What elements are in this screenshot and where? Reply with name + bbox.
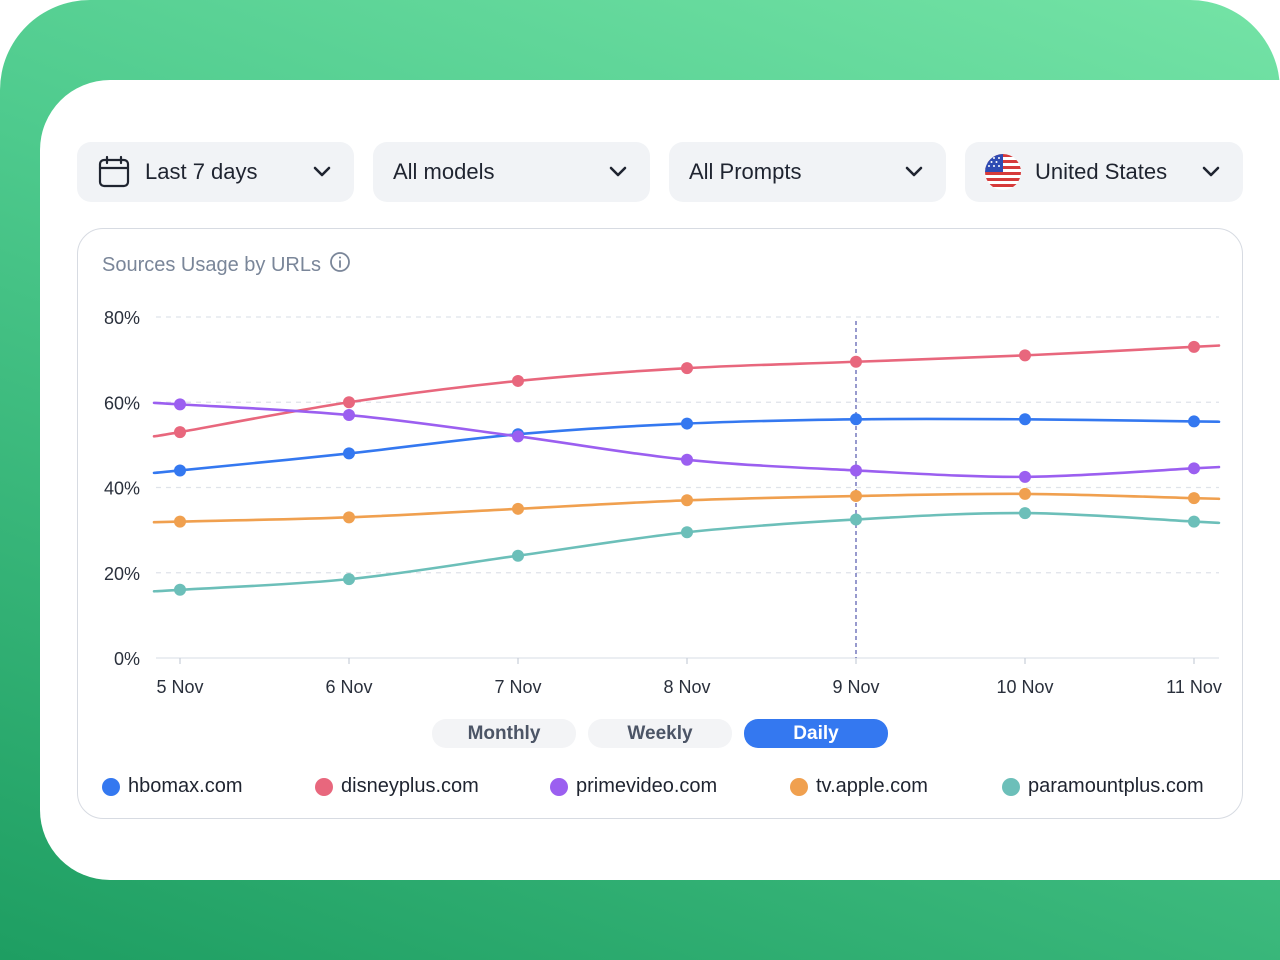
prompts-label: All Prompts xyxy=(689,159,802,184)
data-point-hbomax-com xyxy=(174,464,186,477)
data-point-hbomax-com xyxy=(1019,413,1031,426)
data-point-disneyplus-com xyxy=(343,396,355,409)
legend-label: paramountplus.com xyxy=(1028,775,1204,797)
sources-usage-panel: Sources Usage by URLs 80% 60% 40% 20% 0% 5 No… xyxy=(77,228,1243,819)
data-point-tv-apple-com xyxy=(850,490,862,503)
data-point-disneyplus-com xyxy=(512,374,524,387)
data-point-hbomax-com xyxy=(850,413,862,426)
y-tick-label: 20% xyxy=(104,564,140,584)
y-tick-label: 80% xyxy=(104,308,140,328)
line-chart: 80% 60% 40% 20% 0% 5 Nov 6 Nov 7 Nov 8 Nov 9 Nov 1… xyxy=(104,308,1222,697)
country-label: United States xyxy=(1035,159,1168,184)
data-point-paramountplus-com xyxy=(343,573,355,586)
legend-label: hbomax.com xyxy=(128,775,243,797)
data-point-hbomax-com xyxy=(681,417,693,430)
data-point-primevideo-com xyxy=(850,464,862,477)
x-tick-label: 10 Nov xyxy=(996,677,1053,697)
legend-item[interactable]: hbomax.com xyxy=(102,775,243,798)
legend-item[interactable]: primevideo.com xyxy=(550,775,717,798)
legend-item[interactable]: tv.apple.com xyxy=(790,775,928,798)
data-point-disneyplus-com xyxy=(1188,340,1200,353)
data-point-hbomax-com xyxy=(343,447,355,460)
panel-title-text: Sources Usage by URLs xyxy=(102,253,321,276)
legend-dot xyxy=(550,777,568,796)
chevron-down-icon xyxy=(310,160,334,184)
data-point-primevideo-com xyxy=(174,398,186,411)
chevron-down-icon xyxy=(606,160,630,184)
legend-dot xyxy=(102,777,120,796)
data-point-primevideo-com xyxy=(681,453,693,466)
x-tick-label: 9 Nov xyxy=(832,677,879,697)
data-point-tv-apple-com xyxy=(681,494,693,507)
data-point-disneyplus-com xyxy=(174,426,186,439)
date-range-label: Last 7 days xyxy=(145,159,258,184)
x-tick-label: 8 Nov xyxy=(663,677,710,697)
toggle-weekly[interactable]: Weekly xyxy=(588,719,732,748)
y-tick-label: 60% xyxy=(104,393,140,413)
x-tick-label: 7 Nov xyxy=(494,677,541,697)
data-point-paramountplus-com xyxy=(1188,515,1200,528)
data-point-disneyplus-com xyxy=(850,355,862,368)
date-range-dropdown[interactable]: Last 7 days xyxy=(77,142,354,202)
y-tick-label: 0% xyxy=(114,649,140,669)
legend-dot xyxy=(1002,777,1020,796)
panel-title: Sources Usage by URLs xyxy=(102,251,351,279)
legend-label: tv.apple.com xyxy=(816,775,928,797)
toggle-monthly[interactable]: Monthly xyxy=(432,719,576,748)
data-point-paramountplus-com xyxy=(512,549,524,562)
data-point-disneyplus-com xyxy=(1019,349,1031,362)
series-line-paramountplus-com xyxy=(152,511,1221,593)
models-dropdown[interactable]: All models xyxy=(373,142,650,202)
prompts-dropdown[interactable]: All Prompts xyxy=(669,142,946,202)
legend-item[interactable]: paramountplus.com xyxy=(1002,775,1204,798)
chevron-down-icon xyxy=(902,160,926,184)
data-point-primevideo-com xyxy=(343,409,355,422)
data-point-primevideo-com xyxy=(512,430,524,443)
x-tick-label: 6 Nov xyxy=(325,677,372,697)
y-tick-label: 40% xyxy=(104,479,140,499)
data-point-primevideo-com xyxy=(1188,462,1200,475)
data-point-tv-apple-com xyxy=(343,511,355,524)
legend-label: disneyplus.com xyxy=(341,775,479,797)
legend-item[interactable]: disneyplus.com xyxy=(315,775,479,798)
legend-dot xyxy=(315,777,333,796)
filter-bar: Last 7 days All models All Prompts xyxy=(77,142,1243,202)
data-point-primevideo-com xyxy=(1019,470,1031,483)
data-point-tv-apple-com xyxy=(174,515,186,528)
toggle-daily[interactable]: Daily xyxy=(744,719,888,748)
models-label: All models xyxy=(393,159,495,184)
legend-dot xyxy=(790,777,808,796)
country-dropdown[interactable]: United States xyxy=(965,142,1243,202)
data-point-tv-apple-com xyxy=(1019,487,1031,500)
data-point-disneyplus-com xyxy=(681,362,693,375)
data-point-paramountplus-com xyxy=(1019,507,1031,520)
legend-label: primevideo.com xyxy=(576,775,718,797)
x-tick-label: 11 Nov xyxy=(1166,677,1222,697)
info-icon[interactable] xyxy=(329,251,351,279)
us-flag-icon xyxy=(985,154,1021,190)
x-tick-label: 5 Nov xyxy=(156,677,203,697)
calendar-icon xyxy=(97,155,131,189)
data-point-tv-apple-com xyxy=(1188,492,1200,505)
chevron-down-icon xyxy=(1199,160,1223,184)
data-point-hbomax-com xyxy=(1188,415,1200,428)
data-point-paramountplus-com xyxy=(681,526,693,539)
data-point-paramountplus-com xyxy=(850,513,862,526)
data-point-paramountplus-com xyxy=(174,583,186,596)
data-point-tv-apple-com xyxy=(512,502,524,515)
